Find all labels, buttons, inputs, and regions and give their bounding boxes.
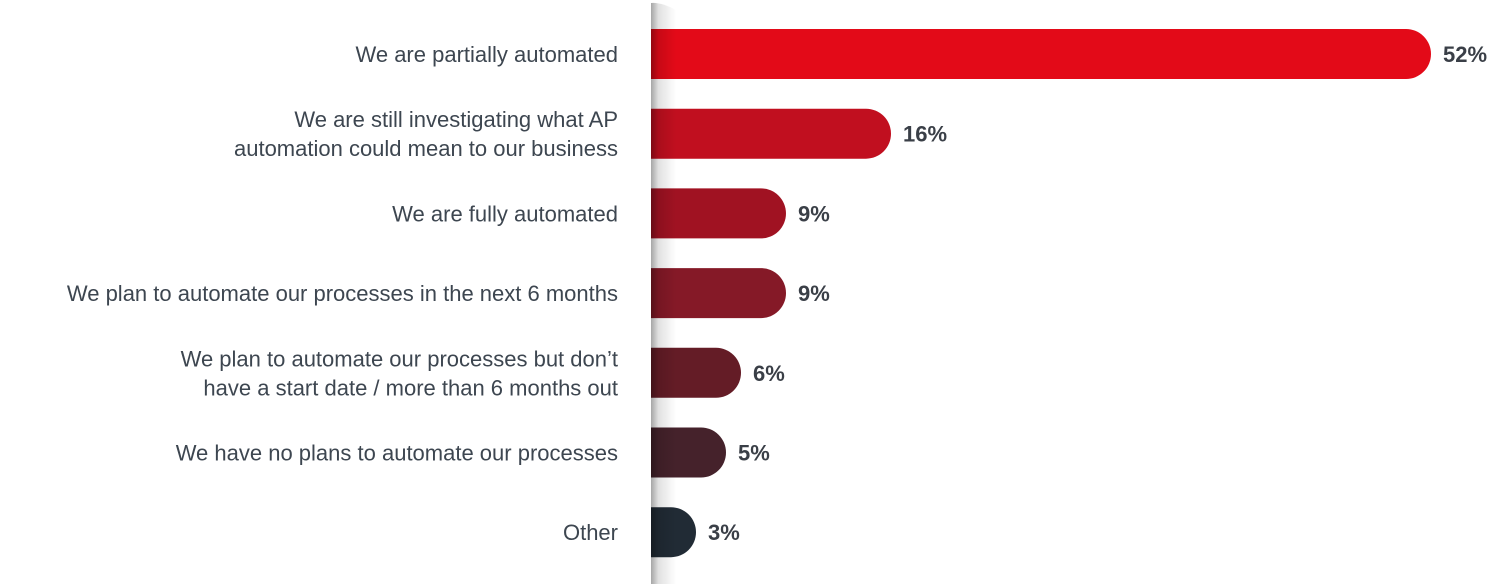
category-label: We plan to automate our processes but do… bbox=[181, 346, 618, 400]
axis-shadow bbox=[651, 2, 676, 584]
data-label: 5% bbox=[738, 441, 770, 466]
data-label: 52% bbox=[1443, 42, 1487, 67]
bar bbox=[651, 108, 891, 159]
category-label: Other bbox=[563, 520, 618, 545]
data-label: 16% bbox=[903, 122, 947, 147]
category-label: We have no plans to automate our process… bbox=[176, 441, 618, 466]
bar bbox=[651, 268, 786, 319]
bar bbox=[651, 188, 786, 239]
data-label: 9% bbox=[798, 281, 830, 306]
data-label: 3% bbox=[708, 520, 740, 545]
bar bbox=[651, 29, 1431, 79]
category-label: We plan to automate our processes in the… bbox=[67, 281, 618, 306]
category-label: We are fully automated bbox=[392, 201, 618, 226]
data-label: 6% bbox=[753, 361, 785, 386]
data-label: 9% bbox=[798, 201, 830, 226]
category-label: We are partially automated bbox=[355, 42, 618, 67]
category-label: We are still investigating what AP automa… bbox=[234, 107, 618, 161]
